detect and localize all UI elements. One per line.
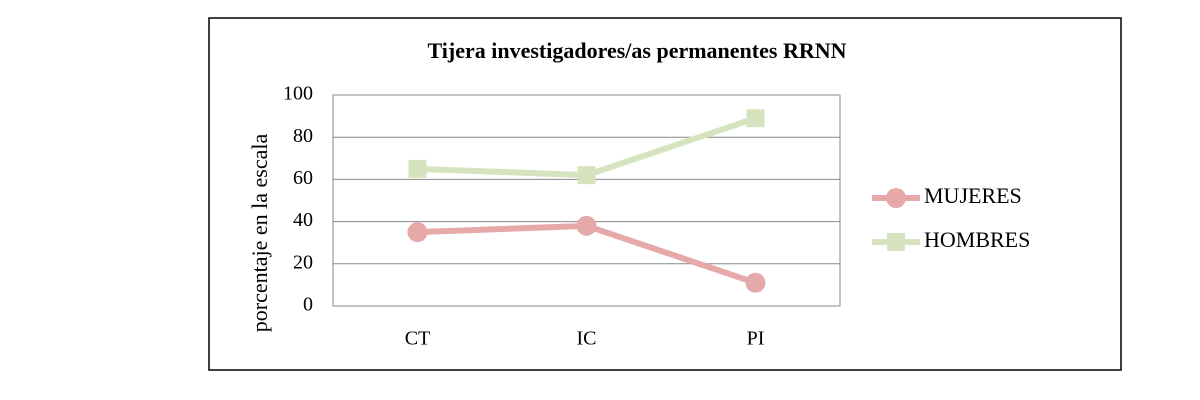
legend-label: MUJERES [924,183,1022,208]
x-tick-label: IC [577,328,597,350]
chart-title: Tijera investigadores/as permanentes RRN… [428,38,847,63]
chart-frame [208,17,1122,371]
x-tick-label: CT [405,328,431,350]
y-tick-label: 100 [283,83,313,105]
y-tick-label: 20 [293,251,313,273]
legend-marker [886,188,906,208]
legend-marker [887,233,905,251]
data-point [745,272,766,293]
y-tick-label: 60 [293,167,313,189]
y-tick-label: 0 [303,294,313,316]
data-point [576,215,597,236]
data-point [577,166,596,185]
data-point [746,109,765,128]
data-point [407,222,428,243]
x-tick-label: PI [747,328,765,350]
y-axis-label: porcentaje en la escala [247,134,272,333]
legend-label: HOMBRES [924,227,1030,252]
data-point [408,159,427,178]
y-tick-label: 80 [293,125,313,147]
y-tick-label: 40 [293,209,313,231]
